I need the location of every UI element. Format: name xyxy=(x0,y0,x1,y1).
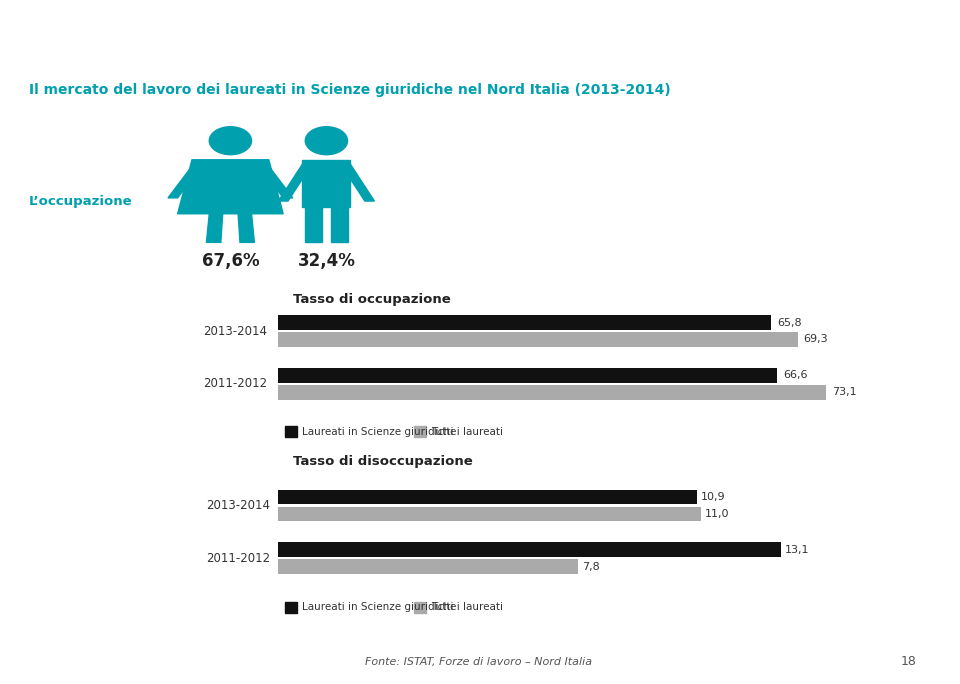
Bar xyxy=(278,332,798,347)
Text: 10,9: 10,9 xyxy=(701,492,726,502)
Polygon shape xyxy=(305,207,322,242)
Text: 11,0: 11,0 xyxy=(705,509,730,519)
Polygon shape xyxy=(178,160,283,214)
Bar xyxy=(284,602,297,613)
Bar xyxy=(278,542,781,557)
Text: 65,8: 65,8 xyxy=(778,317,802,328)
Text: SCIENZE GIURIDICHE: SCIENZE GIURIDICHE xyxy=(17,16,260,37)
Text: 13,1: 13,1 xyxy=(785,544,810,555)
Text: 2013-2014: 2013-2014 xyxy=(204,324,267,337)
Polygon shape xyxy=(278,164,312,201)
Text: 2013-2014: 2013-2014 xyxy=(206,499,270,512)
Text: Tutti i laureati: Tutti i laureati xyxy=(431,427,503,436)
Text: 2011-2012: 2011-2012 xyxy=(203,378,267,391)
Text: 7,8: 7,8 xyxy=(582,562,599,572)
Polygon shape xyxy=(206,214,223,242)
Bar xyxy=(278,506,701,521)
Text: Tasso di occupazione: Tasso di occupazione xyxy=(293,293,450,306)
Polygon shape xyxy=(331,207,348,242)
Bar xyxy=(278,315,772,330)
Text: 2011-2012: 2011-2012 xyxy=(205,552,270,565)
Text: L’occupazione: L’occupazione xyxy=(29,194,132,207)
Polygon shape xyxy=(302,160,350,207)
Circle shape xyxy=(305,127,348,155)
Text: Laureati in Scienze giuridiche: Laureati in Scienze giuridiche xyxy=(301,603,456,612)
Text: 73,1: 73,1 xyxy=(832,387,856,397)
Text: 66,6: 66,6 xyxy=(783,370,808,380)
Bar xyxy=(414,426,426,437)
Text: Laureati in Scienze giuridiche: Laureati in Scienze giuridiche xyxy=(301,427,456,436)
Text: Fonte: ISTAT, Forze di lavoro – Nord Italia: Fonte: ISTAT, Forze di lavoro – Nord Ita… xyxy=(365,657,592,667)
Bar xyxy=(414,602,426,613)
Bar xyxy=(278,560,578,574)
Text: 69,3: 69,3 xyxy=(804,334,828,345)
Bar xyxy=(278,368,778,382)
Text: 67,6%: 67,6% xyxy=(202,252,259,270)
Text: 18: 18 xyxy=(900,655,917,668)
Polygon shape xyxy=(259,166,293,198)
Circle shape xyxy=(209,127,252,155)
Text: Il mercato del lavoro dei laureati in Scienze giuridiche nel Nord Italia (2013-2: Il mercato del lavoro dei laureati in Sc… xyxy=(29,83,670,97)
Text: Tutti i laureati: Tutti i laureati xyxy=(431,603,503,612)
Polygon shape xyxy=(341,164,374,201)
Bar xyxy=(278,385,827,399)
Bar xyxy=(284,426,297,437)
Polygon shape xyxy=(238,214,254,242)
Bar xyxy=(278,490,697,504)
Text: 32,4%: 32,4% xyxy=(298,252,355,270)
Polygon shape xyxy=(168,166,202,198)
Text: Tasso di disoccupazione: Tasso di disoccupazione xyxy=(293,455,472,468)
